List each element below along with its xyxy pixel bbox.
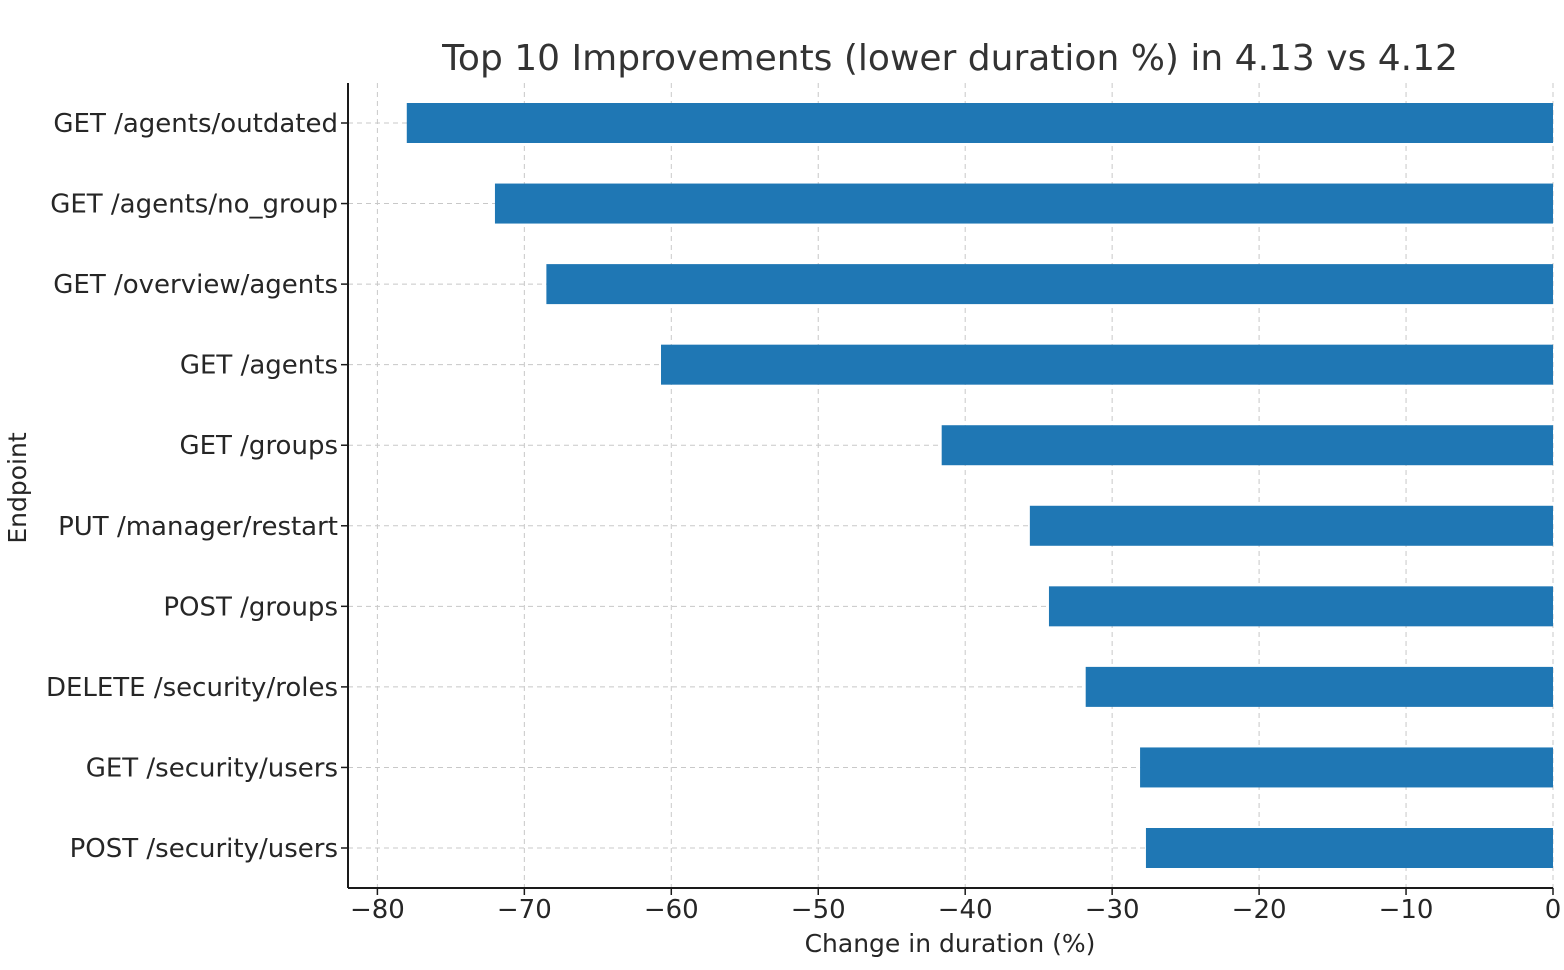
y-tick-label: GET /groups (179, 431, 338, 461)
y-tick-label: GET /agents/outdated (53, 109, 338, 139)
y-axis-label: Endpoint (3, 432, 32, 543)
bar (546, 264, 1553, 305)
y-tick-label: GET /security/users (86, 753, 338, 783)
bar (1048, 586, 1553, 627)
bar (661, 344, 1553, 385)
bar (1029, 505, 1553, 546)
y-tick-label: PUT /manager/restart (58, 512, 338, 542)
bar (1085, 666, 1553, 707)
bar (1145, 828, 1553, 868)
y-tick-label: GET /overview/agents (53, 270, 338, 300)
bar-layer (406, 103, 1554, 868)
axis-layer (347, 83, 1553, 889)
x-tick-label: 0 (1545, 895, 1562, 925)
chart-title: Top 10 Improvements (lower duration %) i… (441, 38, 1458, 79)
bar (406, 103, 1553, 143)
y-tick-label: POST /security/users (70, 834, 338, 864)
y-tick-label: POST /groups (163, 592, 338, 622)
y-tick-label: DELETE /security/roles (46, 673, 338, 703)
y-tick-label: GET /agents/no_group (50, 190, 338, 220)
x-tick-label: −40 (938, 895, 993, 925)
x-tick-label: −50 (791, 895, 846, 925)
x-tick-label: −10 (1379, 895, 1434, 925)
x-axis-label: Change in duration (%) (805, 929, 1096, 958)
x-tick-label: −70 (497, 895, 552, 925)
bar (1140, 747, 1553, 788)
x-tick-label: −20 (1232, 895, 1287, 925)
x-tick-label: −30 (1085, 895, 1140, 925)
bar (941, 425, 1553, 466)
x-tick-label: −60 (644, 895, 699, 925)
x-tick-label: −80 (350, 895, 405, 925)
y-tick-label: GET /agents (180, 351, 338, 381)
bar (494, 183, 1554, 224)
tick-layer: −80 −70 −60 −50 −40 −30 −20 −10 0 GET /agents/out… (46, 109, 1561, 925)
